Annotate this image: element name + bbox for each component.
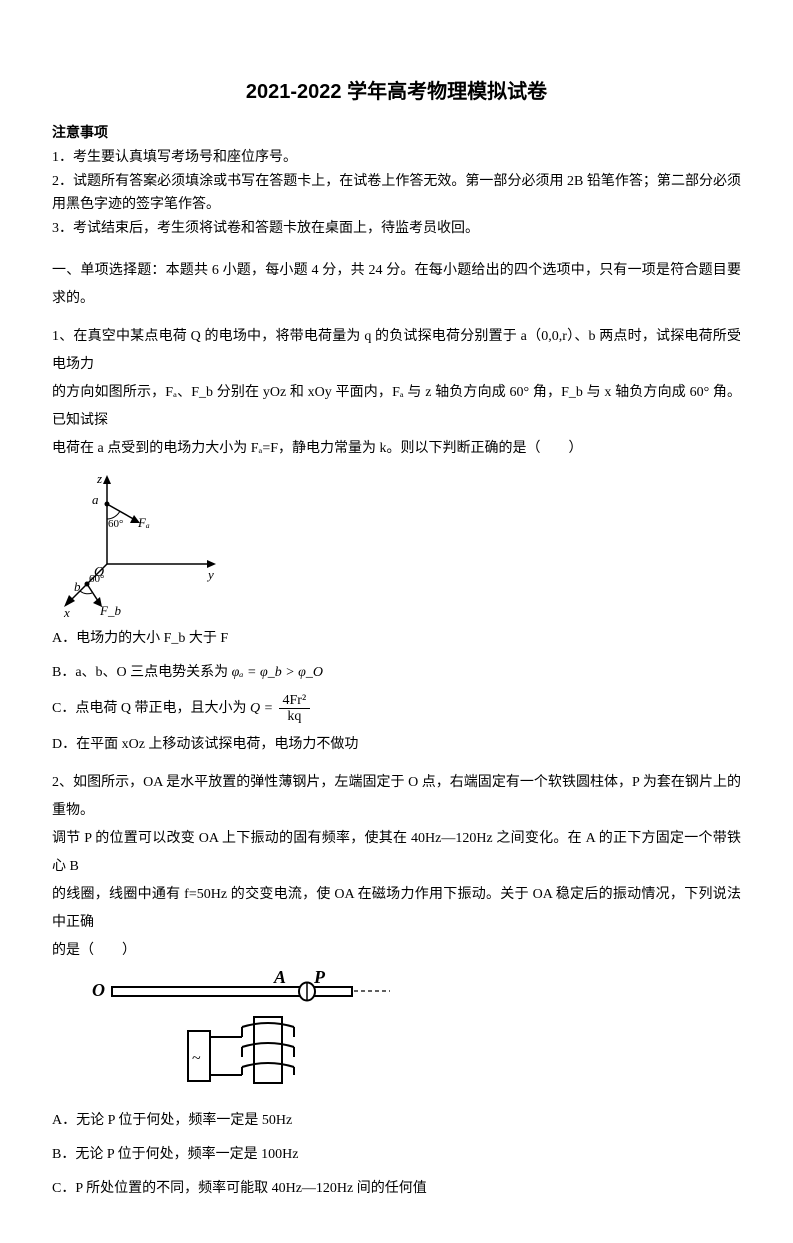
- q1-point-a-label: a: [92, 492, 99, 507]
- q1-stem-line1: 1、在真空中某点电荷 Q 的电场中，将带电荷量为 q 的负试探电荷分别置于 a（…: [52, 323, 741, 379]
- q1-option-b: B．a、b、O 三点电势关系为 φₐ = φ_b > φ_O: [52, 659, 741, 687]
- q2-stem-line2: 调节 P 的位置可以改变 OA 上下振动的固有频率，使其在 40Hz—120Hz…: [52, 825, 741, 881]
- q2-stem-line1: 2、如图所示，OA 是水平放置的弹性薄钢片，左端固定于 O 点，右端固定有一个软…: [52, 769, 741, 825]
- q2-O-label: O: [92, 980, 105, 1000]
- q2-option-b: B．无论 P 位于何处，频率一定是 100Hz: [52, 1141, 741, 1169]
- q2-option-a: A．无论 P 位于何处，频率一定是 50Hz: [52, 1107, 741, 1135]
- q1-option-b-math: φₐ = φ_b > φ_O: [232, 665, 323, 680]
- q1-option-d: D．在平面 xOz 上移动该试探电荷，电场力不做功: [52, 731, 741, 759]
- q1-Fa-label: Fₐ: [137, 515, 150, 530]
- notice-heading: 注意事项: [52, 122, 741, 146]
- q2-P-label: P: [313, 971, 326, 987]
- axis-z-label: z: [96, 471, 102, 486]
- q2-ac-label: ~: [192, 1050, 201, 1067]
- q2-figure: O A P ~: [52, 971, 741, 1101]
- q2-option-c: C．P 所处位置的不同，频率可能取 40Hz—120Hz 间的任何值: [52, 1175, 741, 1203]
- notice-2: 2．试题所有答案必须填涂或书写在答题卡上，在试卷上作答无效。第一部分必须用 2B…: [52, 170, 741, 218]
- q1-option-c-prefix: C．点电荷 Q 带正电，且大小为: [52, 701, 246, 716]
- axis-x-label: x: [63, 605, 70, 619]
- q1-stem-line3: 电荷在 a 点受到的电场力大小为 Fₐ=F，静电力常量为 k。则以下判断正确的是…: [52, 435, 741, 463]
- q2-stem-line4: 的是（ ）: [52, 937, 741, 965]
- q1-option-c-num: 4Fr²: [279, 693, 311, 709]
- q1-option-b-prefix: B．a、b、O 三点电势关系为: [52, 665, 228, 680]
- q1-option-c-den: kq: [279, 709, 311, 724]
- q1-Fb-label: F_b: [99, 603, 121, 618]
- q2-stem-line3: 的线圈，线圈中通有 f=50Hz 的交变电流，使 OA 在磁场力作用下振动。关于…: [52, 881, 741, 937]
- notice-1: 1．考生要认真填写考场号和座位序号。: [52, 146, 741, 170]
- section-1-intro: 一、单项选择题：本题共 6 小题，每小题 4 分，共 24 分。在每小题给出的四…: [52, 257, 741, 313]
- q2-A-label: A: [273, 971, 286, 987]
- q1-point-b-label: b: [74, 579, 81, 594]
- q1-option-c-Qeq: Q =: [250, 701, 277, 716]
- q1-O-label: O: [94, 565, 104, 580]
- notice-3: 3．考试结束后，考生须将试卷和答题卡放在桌面上，待监考员收回。: [52, 217, 741, 241]
- q1-option-a: A．电场力的大小 F_b 大于 F: [52, 625, 741, 653]
- q1-option-c: C．点电荷 Q 带正电，且大小为 Q = 4Fr²kq: [52, 693, 741, 725]
- axis-y-label: y: [206, 567, 214, 582]
- q1-angle-a: 60°: [108, 518, 123, 530]
- q1-stem-line2: 的方向如图所示，Fₐ、F_b 分别在 yOz 和 xOy 平面内，Fₐ 与 z …: [52, 379, 741, 435]
- q1-figure: z y x a Fₐ 60° b F_b: [52, 469, 741, 619]
- page-title: 2021-2022 学年高考物理模拟试卷: [52, 72, 741, 112]
